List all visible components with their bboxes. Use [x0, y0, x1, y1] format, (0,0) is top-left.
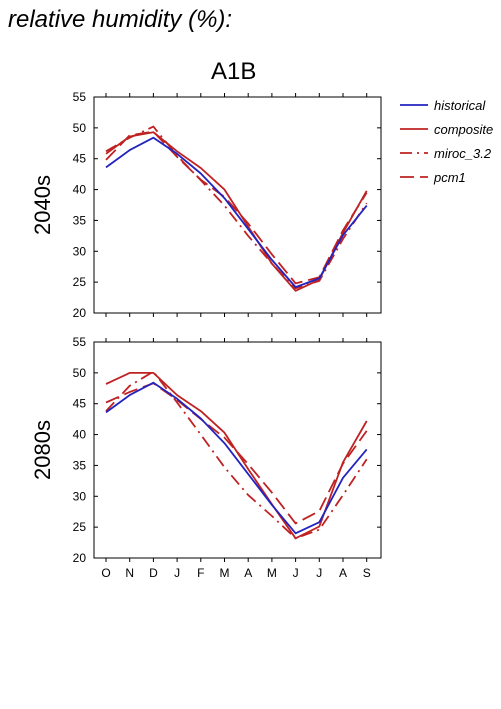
- scenario-title: A1B: [211, 58, 257, 85]
- y-tick-label: 25: [73, 520, 87, 534]
- y-tick-label: 40: [73, 428, 87, 442]
- y-tick-label: 20: [73, 551, 87, 565]
- y-tick-label: 50: [73, 121, 87, 135]
- y-axis-label: 2040s: [30, 175, 55, 235]
- x-tick-label: F: [197, 566, 204, 580]
- series-line-miroc-3-2: [105, 370, 368, 540]
- y-tick-label: 30: [73, 244, 87, 258]
- y-tick-label: 45: [73, 397, 87, 411]
- x-tick-label: S: [363, 566, 371, 580]
- y-tick-label: 45: [73, 152, 87, 166]
- y-axis-label: 2080s: [30, 420, 55, 480]
- series-line-composite: [105, 371, 368, 540]
- legend-label: pcm1: [433, 170, 466, 185]
- y-tick-label: 35: [73, 458, 87, 472]
- y-tick-label: 55: [73, 90, 87, 104]
- plot-frame: [93, 341, 382, 559]
- x-tick-label: J: [174, 566, 180, 580]
- y-tick-label: 25: [73, 275, 87, 289]
- x-tick-label: O: [101, 566, 110, 580]
- series-line-miroc-3-2: [105, 125, 368, 290]
- series-line-historical: [105, 381, 368, 535]
- y-tick-label: 30: [73, 489, 87, 503]
- x-tick-label: M: [220, 566, 230, 580]
- x-tick-label: A: [244, 566, 252, 580]
- y-tick-label: 55: [73, 335, 87, 349]
- y-tick-label: 50: [73, 366, 87, 380]
- x-tick-label: J: [316, 566, 322, 580]
- chart-heading: relative humidity (%):: [8, 6, 233, 33]
- y-tick-label: 35: [73, 213, 87, 227]
- x-tick-label: M: [267, 566, 277, 580]
- x-tick-label: N: [125, 566, 134, 580]
- x-tick-label: A: [339, 566, 347, 580]
- legend-label: historical: [434, 98, 486, 113]
- x-tick-label: J: [293, 566, 299, 580]
- plot-frame: [93, 96, 382, 314]
- y-tick-label: 20: [73, 306, 87, 320]
- series-line-historical: [105, 136, 368, 289]
- legend-label: miroc_3.2: [434, 146, 492, 161]
- x-tick-label: D: [149, 566, 158, 580]
- y-tick-label: 40: [73, 183, 87, 197]
- legend-label: composite: [434, 122, 493, 137]
